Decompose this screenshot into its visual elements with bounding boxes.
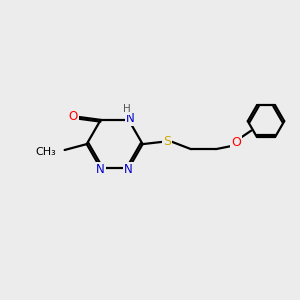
Text: N: N [124, 163, 133, 176]
Text: O: O [69, 110, 78, 123]
Text: H: H [123, 104, 131, 114]
Text: N: N [96, 163, 105, 176]
Text: N: N [126, 112, 134, 125]
Text: O: O [231, 136, 241, 148]
Text: CH₃: CH₃ [35, 147, 56, 158]
Text: S: S [164, 135, 171, 148]
